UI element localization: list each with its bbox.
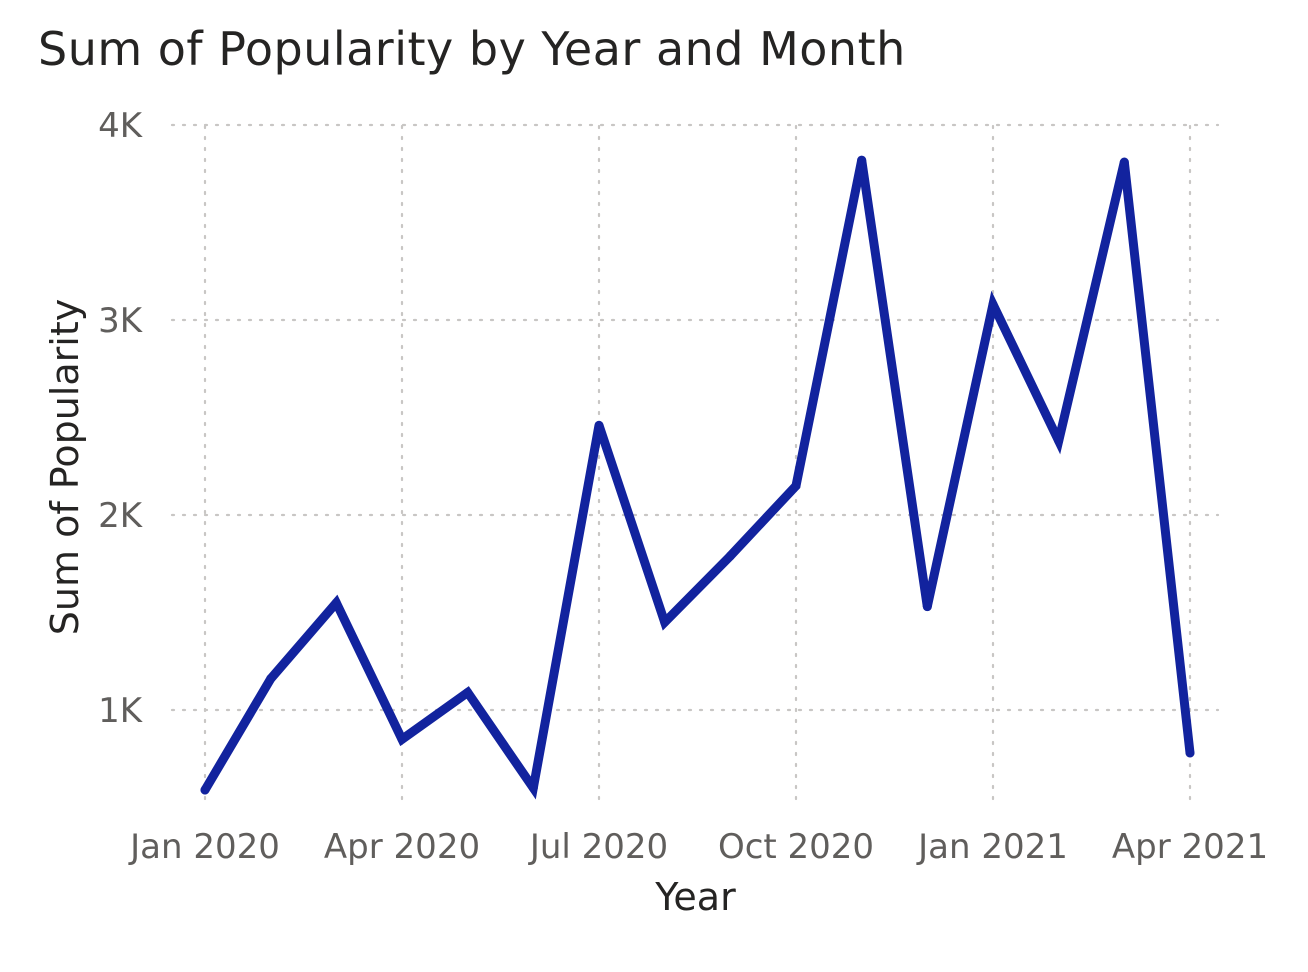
- data-point: [857, 155, 867, 165]
- y-axis-ticks: 1K 2K 3K 4K: [98, 106, 144, 731]
- data-point: [528, 783, 538, 793]
- data-point: [594, 420, 604, 430]
- y-tick-label: 2K: [98, 496, 144, 536]
- data-point: [988, 299, 998, 309]
- gridlines: [170, 123, 1220, 810]
- y-axis-title: Sum of Popularity: [43, 299, 87, 635]
- x-tick-label: Apr 2021: [1112, 827, 1268, 867]
- x-tick-label: Jan 2020: [128, 827, 280, 867]
- x-tick-label: Oct 2020: [718, 827, 874, 867]
- y-tick-label: 1K: [98, 691, 144, 731]
- x-tick-label: Jul 2020: [528, 827, 668, 867]
- data-point: [266, 674, 276, 684]
- series-lines: [200, 155, 1195, 800]
- data-point: [1054, 436, 1064, 446]
- x-axis-ticks: Jan 2020 Apr 2020 Jul 2020 Oct 2020 Jan 2021…: [128, 827, 1268, 867]
- data-point: [1119, 157, 1129, 167]
- x-tick-label: Jan 2021: [916, 827, 1068, 867]
- series-line: [200, 159, 1195, 800]
- y-tick-label: 4K: [98, 106, 144, 146]
- y-tick-label: 3K: [98, 301, 144, 341]
- data-point: [463, 687, 473, 697]
- data-point: [331, 598, 341, 608]
- data-point: [725, 551, 735, 561]
- data-point: [200, 785, 210, 795]
- data-point: [1185, 748, 1195, 758]
- data-point: [922, 602, 932, 612]
- x-axis-title: Year: [654, 875, 736, 919]
- data-point: [660, 617, 670, 627]
- chart-title: Sum of Popularity by Year and Month: [38, 22, 906, 76]
- data-point: [397, 734, 407, 744]
- x-tick-label: Apr 2020: [324, 827, 480, 867]
- data-point: [791, 481, 801, 491]
